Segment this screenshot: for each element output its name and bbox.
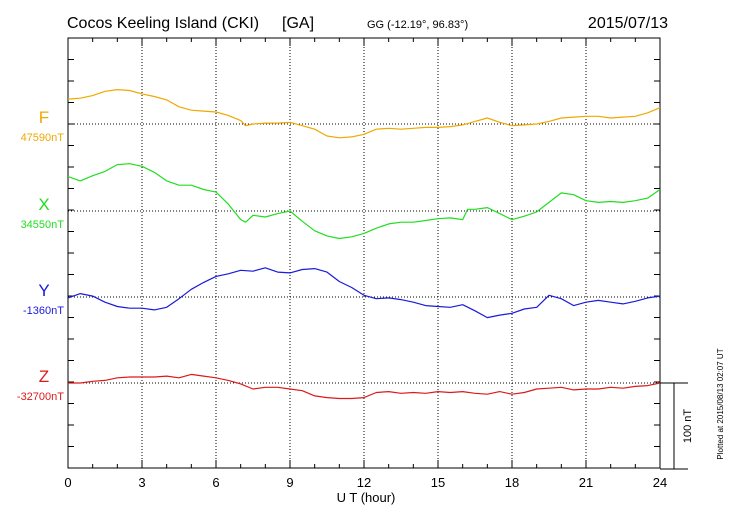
series-name-f: F xyxy=(39,108,49,127)
plotted-at-note: Plotted at 2015/08/13 02:07 UT xyxy=(716,348,725,459)
trace-x xyxy=(67,163,661,240)
x-tick-label-0: 0 xyxy=(64,475,71,490)
trace-f xyxy=(67,88,661,139)
vertical-gridlines xyxy=(141,38,587,468)
series-baseline-f: 47590nT xyxy=(21,132,65,144)
trace-y xyxy=(67,267,661,319)
x-tick-label-9: 9 xyxy=(286,475,293,490)
x-axis-label: U T (hour) xyxy=(337,490,396,505)
trace-z xyxy=(68,373,661,400)
station-title: Cocos Keeling Island (CKI) xyxy=(67,15,259,32)
axis-ticks xyxy=(67,38,661,468)
x-tick-label-12: 12 xyxy=(357,475,371,490)
series-name-x: X xyxy=(38,195,49,214)
plot-date: 2015/07/13 xyxy=(588,15,668,32)
scale-bar-label: 100 nT xyxy=(682,409,694,444)
x-tick-label-18: 18 xyxy=(505,475,519,490)
station-coordinates: GG (-12.19°, 96.83°) xyxy=(367,19,468,31)
agency-code: [GA] xyxy=(282,15,314,32)
plot-frame xyxy=(67,37,661,469)
x-tick-labels: 0 3 6 9 12 15 18 21 24 xyxy=(64,475,667,490)
series-baseline-x: 34550nT xyxy=(21,219,65,231)
x-tick-label-6: 6 xyxy=(212,475,219,490)
series-name-z: Z xyxy=(39,367,49,386)
series-traces xyxy=(67,88,661,400)
x-tick-label-15: 15 xyxy=(431,475,445,490)
x-tick-label-21: 21 xyxy=(579,475,593,490)
x-tick-label-24: 24 xyxy=(653,475,667,490)
series-name-y: Y xyxy=(38,281,49,300)
scale-bar: 100 nT xyxy=(660,382,694,470)
series-labels: F 47590nT X 34550nT Y -1360nT Z -32700nT xyxy=(17,108,64,403)
series-baseline-y: -1360nT xyxy=(23,305,64,317)
x-tick-label-3: 3 xyxy=(138,475,145,490)
series-baseline-z: -32700nT xyxy=(17,391,64,403)
